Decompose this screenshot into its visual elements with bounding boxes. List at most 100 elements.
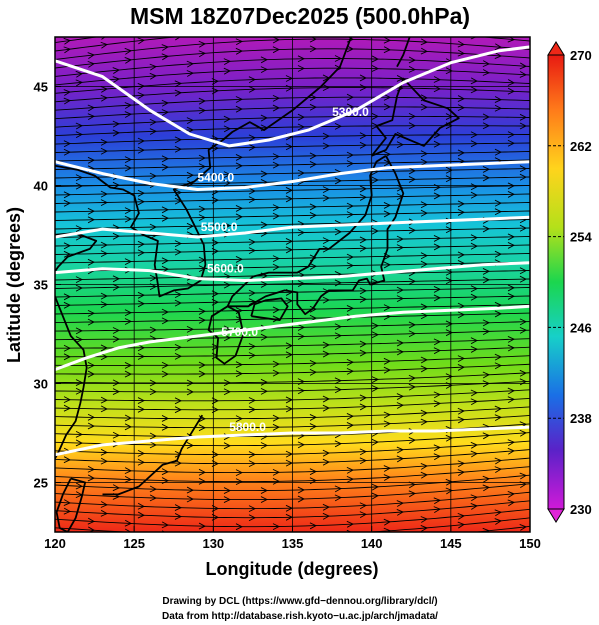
flow-arrow bbox=[494, 518, 503, 525]
x-tick-label: 125 bbox=[123, 536, 145, 551]
flow-arrow bbox=[248, 196, 257, 204]
flow-arrow bbox=[383, 46, 392, 54]
flow-arrow bbox=[420, 47, 429, 55]
flow-arrow bbox=[409, 544, 415, 550]
streamline bbox=[55, 380, 530, 393]
flow-arrow bbox=[100, 139, 109, 146]
flow-arrow bbox=[211, 406, 220, 414]
flow-arrow bbox=[309, 305, 318, 313]
flow-arrow bbox=[174, 513, 183, 520]
flow-arrow bbox=[508, 27, 515, 34]
flow-arrow bbox=[309, 152, 318, 160]
flow-arrow bbox=[371, 65, 380, 72]
flow-arrow bbox=[224, 551, 230, 557]
flow-arrow bbox=[346, 103, 355, 111]
flow-arrow bbox=[161, 44, 170, 51]
flow-arrow bbox=[470, 77, 479, 85]
flow-arrow bbox=[272, 255, 281, 263]
flow-arrow bbox=[272, 360, 281, 368]
flow-arrow bbox=[359, 74, 368, 82]
flow-arrow bbox=[445, 373, 454, 381]
flow-arrow bbox=[519, 165, 528, 173]
flow-arrow bbox=[457, 460, 466, 468]
flow-arrow bbox=[261, 542, 267, 548]
flow-arrow bbox=[470, 131, 479, 139]
streamline bbox=[55, 440, 530, 456]
coastlines bbox=[55, 37, 460, 532]
flow-arrow bbox=[124, 423, 133, 431]
flow-arrow bbox=[322, 512, 331, 520]
flow-arrow bbox=[235, 523, 244, 531]
flow-arrow bbox=[359, 394, 368, 402]
flow-arrow bbox=[198, 522, 207, 530]
flow-arrow bbox=[309, 203, 318, 211]
flow-arrow bbox=[248, 352, 257, 359]
flow-arrow bbox=[186, 60, 195, 68]
flow-arrow bbox=[223, 67, 232, 75]
flow-arrow bbox=[285, 187, 294, 194]
flow-arrow bbox=[124, 56, 133, 64]
gridlines bbox=[55, 37, 530, 532]
flow-arrow bbox=[359, 185, 368, 193]
flow-arrow bbox=[297, 229, 306, 237]
streamline bbox=[55, 278, 530, 289]
flow-arrow bbox=[149, 283, 158, 291]
colorbar-tick-label: 238 bbox=[570, 411, 592, 426]
flow-arrow bbox=[371, 331, 380, 339]
flow-arrow bbox=[273, 533, 279, 539]
flow-arrow bbox=[507, 293, 516, 300]
streamline bbox=[55, 321, 530, 332]
flow-arrow bbox=[260, 56, 269, 64]
flow-arrow bbox=[396, 295, 405, 303]
flow-arrow bbox=[420, 103, 429, 111]
flow-arrow bbox=[507, 336, 516, 343]
flow-arrow bbox=[434, 30, 440, 36]
flow-arrow bbox=[457, 251, 466, 259]
streamline bbox=[55, 142, 530, 153]
flow-arrow bbox=[235, 96, 244, 103]
streamline bbox=[55, 312, 530, 324]
flow-arrow bbox=[87, 104, 96, 112]
streamline bbox=[55, 474, 530, 492]
flow-arrow bbox=[457, 40, 466, 48]
flow-arrow bbox=[87, 216, 96, 224]
streamline bbox=[55, 159, 530, 170]
y-tick-label: 40 bbox=[34, 179, 48, 194]
flow-arrow bbox=[272, 468, 281, 476]
flow-arrow bbox=[297, 123, 306, 131]
flow-arrow bbox=[161, 163, 170, 171]
colorbar-min-arrow bbox=[547, 508, 565, 523]
streamline bbox=[55, 106, 530, 120]
flow-arrow bbox=[483, 536, 490, 543]
flow-arrow bbox=[87, 517, 96, 525]
flow-arrow bbox=[248, 187, 257, 195]
x-tick-label: 135 bbox=[282, 536, 304, 551]
flow-arrow bbox=[470, 293, 479, 301]
flow-arrow bbox=[457, 521, 466, 529]
flow-arrow bbox=[174, 397, 183, 405]
flow-arrow bbox=[248, 134, 257, 142]
flow-arrow bbox=[186, 180, 195, 188]
flow-arrow bbox=[334, 177, 343, 185]
flow-arrow bbox=[457, 311, 466, 319]
flow-arrow bbox=[346, 529, 355, 532]
colorbar-max-arrow bbox=[547, 41, 565, 56]
flow-arrow bbox=[334, 228, 343, 236]
flow-arrow bbox=[494, 353, 503, 361]
flow-arrow bbox=[75, 225, 84, 233]
flow-arrow bbox=[383, 465, 392, 472]
contour-label: 5500.0 bbox=[201, 220, 238, 234]
streamline bbox=[55, 363, 530, 375]
y-tick-label: 25 bbox=[34, 476, 48, 491]
flow-arrow bbox=[186, 222, 195, 230]
flow-arrow bbox=[420, 356, 429, 364]
flow-arrow bbox=[149, 128, 158, 135]
flow-arrow bbox=[346, 520, 355, 528]
streamline bbox=[55, 372, 530, 384]
flow-arrow bbox=[482, 122, 491, 130]
flow-arrow bbox=[408, 112, 417, 120]
flow-arrow bbox=[309, 359, 318, 367]
flow-arrow bbox=[137, 146, 146, 154]
streamline bbox=[55, 449, 530, 465]
flow-arrow bbox=[161, 99, 170, 107]
